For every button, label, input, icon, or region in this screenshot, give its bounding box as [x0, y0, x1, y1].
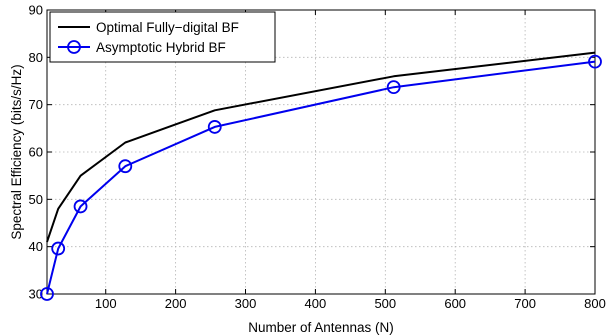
axis-ticks: 100 200 300 400 500 600 700 800 30 40 50 60 70 80 90 — [29, 3, 606, 312]
data-point-marker — [40, 287, 54, 301]
x-tick-label: 100 — [95, 296, 117, 311]
x-tick-label: 700 — [514, 296, 536, 311]
y-tick-label: 50 — [29, 192, 43, 207]
x-tick-label: 300 — [235, 296, 257, 311]
legend: Optimal Fully−digital BF Asymptotic Hybr… — [49, 11, 276, 63]
x-tick-label: 600 — [444, 296, 466, 311]
y-tick-label: 80 — [29, 50, 43, 65]
series-layer — [40, 51, 602, 301]
legend-marker-asymptotic-hybrid — [67, 40, 81, 54]
data-point-marker — [386, 80, 401, 95]
series-line-1 — [46, 60, 596, 295]
y-tick-label: 70 — [29, 97, 43, 112]
data-point-marker — [118, 159, 133, 174]
y-tick-label: 40 — [29, 239, 43, 254]
x-tick-label: 800 — [584, 296, 606, 311]
data-point-marker — [588, 54, 602, 69]
legend-label-asymptotic-hybrid: Asymptotic Hybrid BF — [96, 40, 226, 55]
data-point-marker — [51, 241, 66, 256]
data-point-marker — [207, 120, 222, 134]
x-tick-label: 500 — [374, 296, 396, 311]
x-tick-label: 400 — [305, 296, 327, 311]
data-point-marker — [73, 199, 88, 214]
series-line-0 — [46, 51, 596, 243]
y-tick-label: 60 — [29, 145, 43, 160]
y-axis-title: Spectral Efficiency (bits/s/Hz) — [9, 64, 24, 239]
y-tick-label: 90 — [29, 3, 43, 18]
legend-box — [49, 11, 276, 63]
y-tick-label: 30 — [29, 287, 43, 302]
legend-label-optimal-fully-digital: Optimal Fully−digital BF — [96, 20, 239, 35]
x-axis-title: Number of Antennas (N) — [248, 320, 394, 335]
x-tick-label: 200 — [165, 296, 187, 311]
